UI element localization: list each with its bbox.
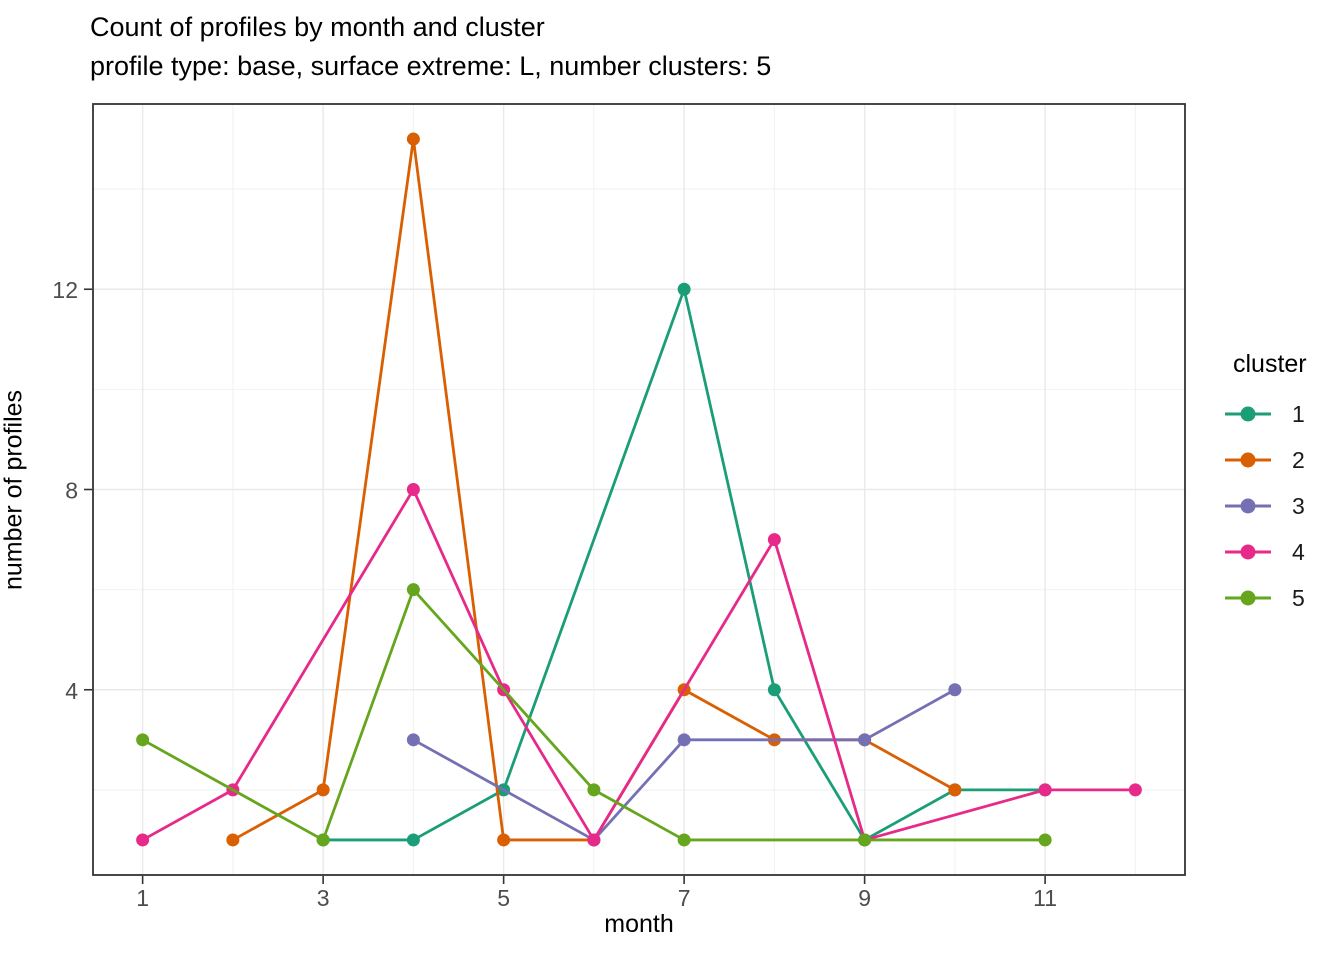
legend-items: 1 2 3 4 5 — [1212, 391, 1344, 621]
data-point-cluster-5 — [316, 833, 330, 847]
data-point-cluster-2 — [497, 833, 511, 847]
data-point-cluster-3 — [406, 733, 420, 747]
legend-item-3: 3 — [1212, 483, 1344, 529]
x-tick-label: 5 — [497, 885, 510, 911]
data-point-cluster-4 — [767, 533, 781, 547]
legend-key-icon — [1225, 544, 1271, 560]
legend-label: 3 — [1292, 492, 1305, 519]
y-tick-label: 12 — [52, 277, 78, 303]
data-point-cluster-4 — [1128, 783, 1142, 797]
chart-subtitle: profile type: base, surface extreme: L, … — [90, 51, 772, 81]
y-tick-label: 8 — [65, 478, 78, 504]
data-point-cluster-5 — [677, 833, 691, 847]
y-axis-title-text: number of profiles — [0, 389, 28, 591]
legend-item-4: 4 — [1212, 529, 1344, 575]
x-tick-label: 9 — [858, 885, 871, 911]
legend-label: 1 — [1292, 400, 1305, 427]
legend-label: 2 — [1292, 446, 1305, 473]
data-point-cluster-5 — [136, 733, 150, 747]
data-point-cluster-1 — [677, 282, 691, 296]
legend-key-icon — [1225, 590, 1271, 606]
data-point-cluster-5 — [858, 833, 872, 847]
x-tick-label: 7 — [678, 885, 691, 911]
data-point-cluster-2 — [948, 783, 962, 797]
legend-key-icon — [1225, 452, 1271, 468]
data-point-cluster-1 — [767, 683, 781, 697]
legend-key-icon — [1225, 406, 1271, 422]
y-tick-label: 4 — [65, 678, 78, 704]
legend-label: 4 — [1292, 538, 1305, 565]
legend-title: cluster — [1233, 350, 1307, 378]
data-point-cluster-2 — [316, 783, 330, 797]
data-point-cluster-4 — [406, 483, 420, 496]
panel-border — [92, 103, 1186, 876]
data-point-cluster-2 — [226, 833, 240, 847]
legend: cluster 1 2 3 4 5 — [1212, 350, 1344, 621]
x-tick-label: 11 — [1033, 885, 1057, 911]
legend-item-2: 2 — [1212, 437, 1344, 483]
data-point-cluster-2 — [406, 132, 420, 146]
data-point-cluster-1 — [406, 833, 420, 847]
data-point-cluster-3 — [677, 733, 691, 747]
legend-item-5: 5 — [1212, 575, 1344, 621]
data-point-cluster-4 — [1038, 783, 1052, 797]
legend-key-icon — [1225, 498, 1271, 514]
data-point-cluster-4 — [587, 833, 601, 847]
x-axis-title: month — [604, 910, 674, 938]
data-point-cluster-5 — [1038, 833, 1052, 847]
legend-item-1: 1 — [1212, 391, 1344, 437]
data-point-cluster-4 — [136, 833, 150, 847]
legend-label: 5 — [1292, 584, 1305, 611]
x-tick-label: 1 — [136, 885, 149, 911]
series-line-1 — [323, 287, 1046, 842]
data-point-cluster-5 — [406, 583, 420, 597]
data-point-cluster-3 — [948, 683, 962, 697]
x-tick-label: 3 — [317, 885, 330, 911]
data-point-cluster-5 — [587, 783, 601, 797]
chart-title: Count of profiles by month and cluster — [90, 12, 545, 42]
data-point-cluster-3 — [858, 733, 872, 747]
